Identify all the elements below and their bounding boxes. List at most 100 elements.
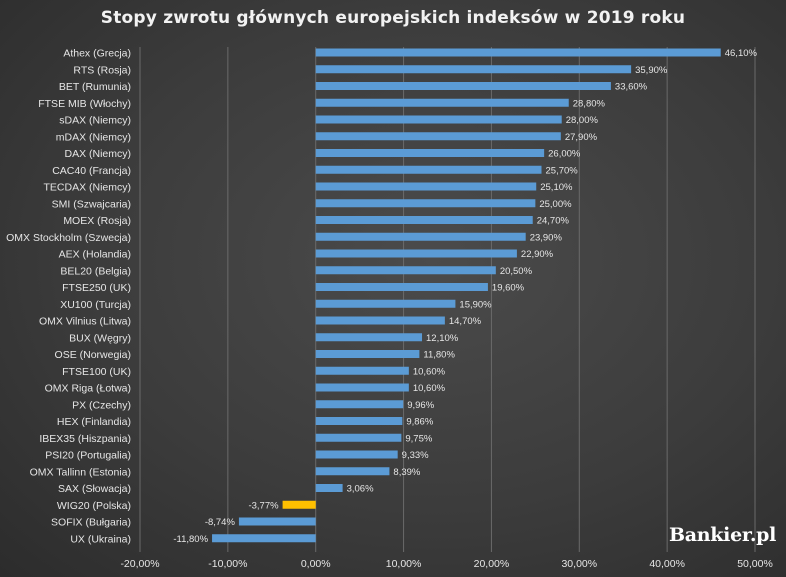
value-label: 9,86% xyxy=(406,417,433,428)
category-label: PSI20 (Portugalia) xyxy=(45,450,131,462)
bar xyxy=(315,132,561,141)
category-label: MOEX (Rosja) xyxy=(63,215,131,227)
value-label: 35,90% xyxy=(635,65,668,76)
x-tick-label: 50,00% xyxy=(737,558,773,570)
category-label: AEX (Holandia) xyxy=(59,249,131,261)
category-label: SAX (Słowacja) xyxy=(58,483,131,495)
category-label: CAC40 (Francja) xyxy=(52,165,131,177)
value-label: 27,90% xyxy=(565,132,598,143)
bar xyxy=(212,534,316,543)
bar xyxy=(315,115,562,124)
bar xyxy=(315,266,496,275)
category-label: BET (Rumunia) xyxy=(59,81,131,93)
bar xyxy=(315,199,536,208)
chart-title: Stopy zwrotu głównych europejskich indek… xyxy=(100,8,686,28)
bar xyxy=(315,433,402,442)
category-label: OMX Tallinn (Estonia) xyxy=(30,466,131,478)
category-label: BUX (Węgry) xyxy=(69,332,131,344)
value-label: 10,60% xyxy=(413,366,446,377)
bar xyxy=(315,366,409,375)
category-label: XU100 (Turcja) xyxy=(60,299,131,311)
category-label: TECDAX (Niemcy) xyxy=(43,182,131,194)
x-tick-label: 30,00% xyxy=(561,558,597,570)
category-label: DAX (Niemcy) xyxy=(64,148,131,160)
bar xyxy=(238,517,316,526)
category-labels: Athex (Grecja) RTS (Rosja) BET (Rumunia) FT… xyxy=(6,48,131,546)
bar xyxy=(315,216,533,224)
value-label: 10,60% xyxy=(413,383,446,394)
value-label: 25,00% xyxy=(539,199,572,210)
category-label: PX (Czechy) xyxy=(72,399,131,411)
bar xyxy=(315,316,445,325)
bar xyxy=(315,82,611,90)
category-label: FTSE250 (UK) xyxy=(62,282,131,294)
value-label: 24,70% xyxy=(537,216,570,227)
value-label: 12,10% xyxy=(426,333,459,344)
value-label: 23,90% xyxy=(530,232,563,243)
bar xyxy=(315,400,404,409)
bar xyxy=(315,333,423,342)
value-label: -8,74% xyxy=(205,517,236,528)
category-label: SMI (Szwajcaria) xyxy=(52,198,131,210)
value-label: 9,75% xyxy=(405,433,432,444)
bar xyxy=(315,383,409,392)
bar xyxy=(315,283,488,291)
category-label: Athex (Grecja) xyxy=(63,48,131,60)
category-label: OMX Vilnius (Litwa) xyxy=(39,316,131,328)
category-label: BEL20 (Belgia) xyxy=(60,265,131,277)
category-label: OMX Stockholm (Szwecja) xyxy=(6,232,131,244)
value-label: 46,10% xyxy=(725,48,758,59)
value-label: 14,70% xyxy=(449,316,482,327)
bar xyxy=(315,450,398,459)
category-label: OSE (Norwegia) xyxy=(55,349,131,361)
x-tick-label: 0,00% xyxy=(301,558,331,570)
value-label: 8,39% xyxy=(393,467,420,478)
x-tick-label: 20,00% xyxy=(474,558,510,570)
bar xyxy=(315,232,526,241)
value-label: -11,80% xyxy=(173,534,208,545)
bar xyxy=(315,467,390,476)
value-label: 19,60% xyxy=(492,283,525,294)
category-label: sDAX (Niemcy) xyxy=(59,115,131,127)
value-label: 9,33% xyxy=(402,450,429,461)
bars xyxy=(212,48,721,543)
x-tick-label: -10,00% xyxy=(208,558,247,570)
value-label: 11,80% xyxy=(423,350,455,361)
value-label: 3,06% xyxy=(347,484,374,495)
category-label: HEX (Finlandia) xyxy=(57,416,131,428)
category-label: WIG20 (Polska) xyxy=(57,500,131,512)
value-label: 15,90% xyxy=(459,299,492,310)
category-label: RTS (Rosja) xyxy=(73,64,131,76)
value-label: 9,96% xyxy=(407,400,434,411)
x-tick-label: 40,00% xyxy=(649,558,685,570)
x-axis-tick-labels: -20,00% -10,00% 0,00% 10,00% 20,00% 30,00% 40,… xyxy=(120,558,772,570)
bar xyxy=(315,484,343,492)
value-labels: 46,10% 35,90% 33,60% 28,80% 28,00% 27,90% 26,0… xyxy=(173,48,757,545)
bar-highlight xyxy=(282,500,316,509)
bar xyxy=(315,149,545,157)
bankier-logo: Bankier.pl xyxy=(669,524,777,546)
x-tick-label: 10,00% xyxy=(386,558,422,570)
bar xyxy=(315,417,403,425)
bar xyxy=(315,98,569,107)
value-label: 28,80% xyxy=(573,98,606,109)
x-tick-label: -20,00% xyxy=(120,558,159,570)
bar xyxy=(315,182,537,191)
bar xyxy=(315,299,456,308)
bar xyxy=(315,65,632,74)
category-label: FTSE MIB (Włochy) xyxy=(38,98,131,110)
bar xyxy=(315,48,721,57)
bar xyxy=(315,249,517,258)
category-label: OMX Riga (Łotwa) xyxy=(45,383,131,395)
value-label: 22,90% xyxy=(521,249,554,260)
category-label: IBEX35 (Hiszpania) xyxy=(39,433,131,445)
value-label: 25,70% xyxy=(546,165,579,176)
category-label: SOFIX (Bułgaria) xyxy=(51,517,131,529)
value-label: 33,60% xyxy=(615,82,648,93)
value-label: 20,50% xyxy=(500,266,533,277)
category-label: FTSE100 (UK) xyxy=(62,366,131,378)
value-label: 25,10% xyxy=(540,182,573,193)
value-label: 26,00% xyxy=(548,149,581,160)
bar xyxy=(315,350,420,358)
